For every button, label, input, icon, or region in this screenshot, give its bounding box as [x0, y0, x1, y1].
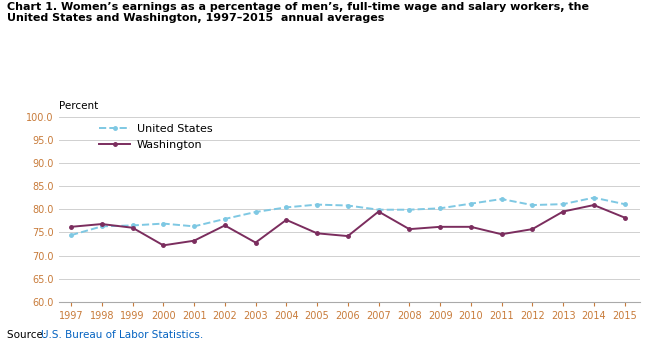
Washington: [282, 218, 290, 222]
Text: Chart 1. Women’s earnings as a percentage of men’s, full-time wage and salary wo: Chart 1. Women’s earnings as a percentag…: [7, 2, 588, 23]
United States: [159, 222, 167, 226]
Washington: [467, 225, 475, 229]
Washington: [251, 240, 259, 245]
United States: [620, 202, 628, 206]
Washington: [190, 239, 198, 243]
Text: U.S. Bureau of Labor Statistics.: U.S. Bureau of Labor Statistics.: [41, 330, 203, 340]
Line: Washington: Washington: [69, 203, 626, 247]
Text: Source:: Source:: [7, 330, 52, 340]
United States: [98, 224, 106, 228]
Washington: [375, 210, 383, 214]
United States: [129, 223, 136, 227]
United States: [528, 203, 536, 207]
United States: [67, 233, 75, 237]
United States: [375, 208, 383, 212]
Washington: [98, 222, 106, 226]
Washington: [498, 232, 505, 236]
Washington: [620, 215, 628, 220]
United States: [344, 203, 352, 208]
Washington: [559, 210, 567, 214]
United States: [436, 206, 444, 210]
United States: [282, 205, 290, 210]
Washington: [406, 227, 413, 231]
Line: United States: United States: [69, 196, 626, 237]
Washington: [528, 227, 536, 231]
United States: [559, 202, 567, 206]
Washington: [590, 203, 597, 207]
United States: [406, 208, 413, 212]
Washington: [313, 231, 321, 235]
United States: [467, 202, 475, 206]
Washington: [221, 223, 229, 227]
Washington: [344, 234, 352, 238]
Washington: [129, 226, 136, 230]
United States: [313, 202, 321, 206]
United States: [251, 210, 259, 214]
Washington: [67, 225, 75, 229]
United States: [221, 217, 229, 221]
Text: Percent: Percent: [59, 102, 98, 111]
Washington: [159, 243, 167, 247]
Legend: United States, Washington: United States, Washington: [99, 124, 213, 150]
United States: [190, 224, 198, 228]
United States: [590, 196, 597, 200]
United States: [498, 197, 505, 201]
Washington: [436, 225, 444, 229]
